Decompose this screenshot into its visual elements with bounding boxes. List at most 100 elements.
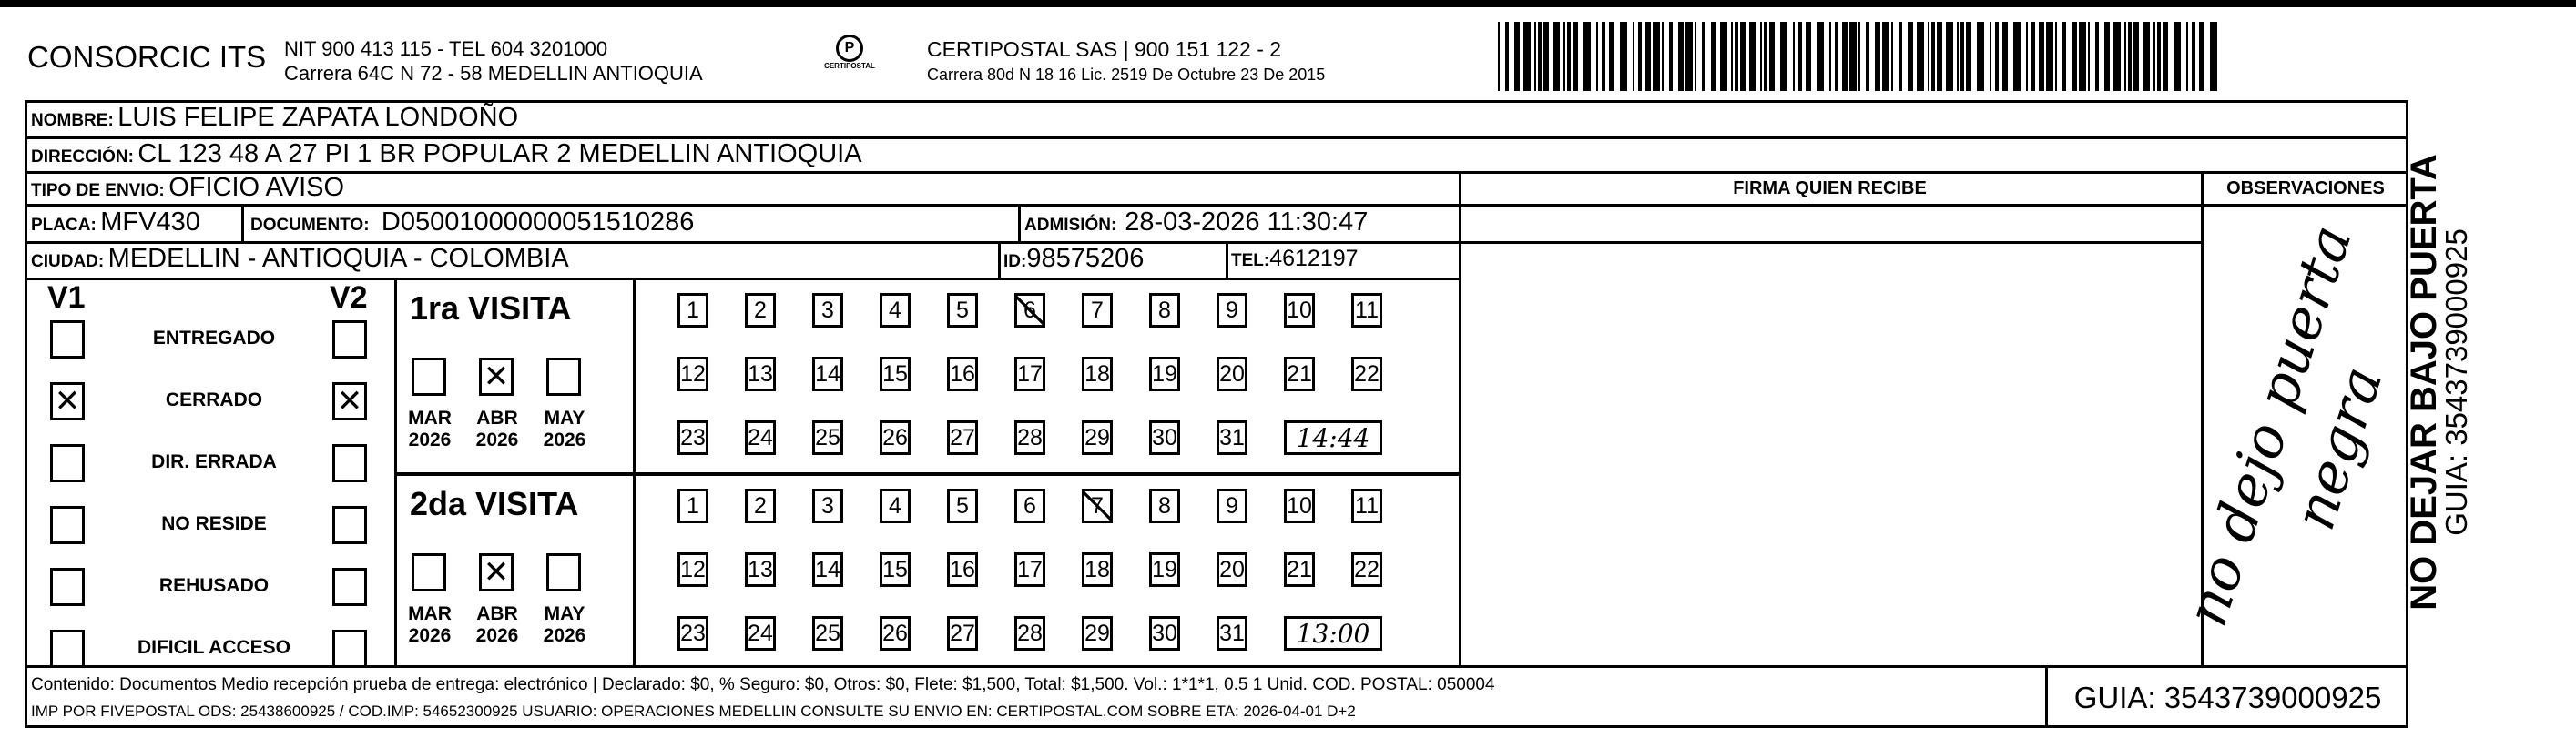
day-box[interactable]: 24: [745, 420, 776, 455]
v2-checkbox[interactable]: [332, 506, 367, 544]
receipt-frame: [25, 100, 2408, 728]
day-box[interactable]: 18: [1082, 357, 1113, 391]
barcode-bar: [1695, 22, 1696, 91]
visit-time[interactable]: 14:44: [1284, 420, 1382, 455]
day-box[interactable]: 17: [1014, 357, 1045, 391]
day-box[interactable]: 6: [1014, 293, 1045, 328]
v1-checkbox[interactable]: [50, 444, 85, 482]
day-box[interactable]: 15: [880, 552, 911, 587]
month-checkbox[interactable]: [546, 553, 581, 591]
day-box[interactable]: 9: [1217, 293, 1247, 328]
v1-checkbox[interactable]: ✕: [50, 382, 85, 420]
day-box[interactable]: 7: [1082, 293, 1113, 328]
month-checkbox[interactable]: ✕: [479, 358, 514, 396]
month-checkbox[interactable]: ✕: [479, 553, 514, 591]
month-checkbox[interactable]: [412, 553, 446, 591]
day-box[interactable]: 4: [880, 489, 911, 523]
day-box[interactable]: 13: [745, 357, 776, 391]
v1-checkbox[interactable]: [50, 506, 85, 544]
day-box[interactable]: 27: [947, 616, 978, 651]
day-box[interactable]: 31: [1217, 420, 1247, 455]
day-box[interactable]: 29: [1082, 616, 1113, 651]
day-box[interactable]: 20: [1217, 357, 1247, 391]
day-box[interactable]: 29: [1082, 420, 1113, 455]
day-box[interactable]: 23: [677, 616, 708, 651]
day-box[interactable]: 2: [745, 293, 776, 328]
city-field: CIUDAD: MEDELLIN - ANTIOQUIA - COLOMBIA: [31, 244, 569, 273]
day-box[interactable]: 9: [1217, 489, 1247, 523]
day-box[interactable]: 28: [1014, 420, 1045, 455]
day-box[interactable]: 10: [1284, 489, 1315, 523]
day-box[interactable]: 27: [947, 420, 978, 455]
day-box[interactable]: 11: [1351, 293, 1382, 328]
day-box[interactable]: 20: [1217, 552, 1247, 587]
day-box[interactable]: 8: [1149, 489, 1180, 523]
day-box[interactable]: 12: [677, 357, 708, 391]
day-box[interactable]: 1: [677, 489, 708, 523]
v2-checkbox[interactable]: ✕: [332, 382, 367, 420]
v1-checkbox[interactable]: [50, 630, 85, 668]
day-box[interactable]: 22: [1351, 357, 1382, 391]
day-box[interactable]: 16: [947, 552, 978, 587]
day-box[interactable]: 21: [1284, 357, 1315, 391]
month-checkbox[interactable]: [546, 358, 581, 396]
barcode-bar: [1498, 22, 1500, 91]
day-box[interactable]: 18: [1082, 552, 1113, 587]
day-box[interactable]: 3: [812, 293, 843, 328]
day-box[interactable]: 28: [1014, 616, 1045, 651]
day-box[interactable]: 24: [745, 616, 776, 651]
v2-checkbox[interactable]: [332, 320, 367, 359]
day-box[interactable]: 1: [677, 293, 708, 328]
day-box[interactable]: 31: [1217, 616, 1247, 651]
visit-time[interactable]: 13:00: [1284, 616, 1382, 651]
day-box[interactable]: 5: [947, 489, 978, 523]
day-box[interactable]: 15: [880, 357, 911, 391]
barcode-bar: [1685, 22, 1693, 91]
day-box[interactable]: 21: [1284, 552, 1315, 587]
signature-area[interactable]: [1459, 206, 2201, 665]
day-box[interactable]: 22: [1351, 552, 1382, 587]
day-box[interactable]: 5: [947, 293, 978, 328]
barcode-bar: [1990, 22, 1991, 91]
day-box[interactable]: 7: [1082, 489, 1113, 523]
day-box[interactable]: 25: [812, 420, 843, 455]
barcode-bar: [1769, 22, 1775, 91]
barcode-bar: [2157, 22, 2161, 91]
v2-checkbox[interactable]: [332, 630, 367, 668]
status-label: DIR. ERRADA: [151, 451, 277, 472]
day-box[interactable]: 19: [1149, 552, 1180, 587]
day-box[interactable]: 6: [1014, 489, 1045, 523]
day-box[interactable]: 14: [812, 552, 843, 587]
barcode-bar: [2062, 22, 2066, 91]
day-box[interactable]: 30: [1149, 420, 1180, 455]
day-box[interactable]: 19: [1149, 357, 1180, 391]
company-address: Carrera 64C N 72 - 58 MEDELLIN ANTIOQUIA: [284, 62, 703, 85]
day-box[interactable]: 8: [1149, 293, 1180, 328]
day-box[interactable]: 25: [812, 616, 843, 651]
v1-checkbox[interactable]: [50, 320, 85, 359]
barcode-bar: [1543, 22, 1549, 91]
footer-print-info: IMP POR FIVEPOSTAL ODS: 25438600925 / CO…: [31, 703, 1356, 720]
day-box[interactable]: 13: [745, 552, 776, 587]
day-box[interactable]: 12: [677, 552, 708, 587]
day-box[interactable]: 23: [677, 420, 708, 455]
day-box[interactable]: 2: [745, 489, 776, 523]
v1-checkbox[interactable]: [50, 568, 85, 606]
day-box[interactable]: 3: [812, 489, 843, 523]
day-box[interactable]: 10: [1284, 293, 1315, 328]
v2-checkbox[interactable]: [332, 568, 367, 606]
day-box[interactable]: 26: [880, 616, 911, 651]
day-box[interactable]: 4: [880, 293, 911, 328]
day-box[interactable]: 11: [1351, 489, 1382, 523]
month-checkbox[interactable]: [412, 358, 446, 396]
day-box[interactable]: 30: [1149, 616, 1180, 651]
day-box[interactable]: 14: [812, 357, 843, 391]
day-box[interactable]: 16: [947, 357, 978, 391]
barcode-bar: [1806, 22, 1811, 91]
day-box[interactable]: 26: [880, 420, 911, 455]
day-box[interactable]: 17: [1014, 552, 1045, 587]
barcode-bar: [1928, 22, 1929, 91]
month-year: 2026: [408, 430, 452, 450]
v2-checkbox[interactable]: [332, 444, 367, 482]
barcode-bar: [2079, 22, 2086, 91]
